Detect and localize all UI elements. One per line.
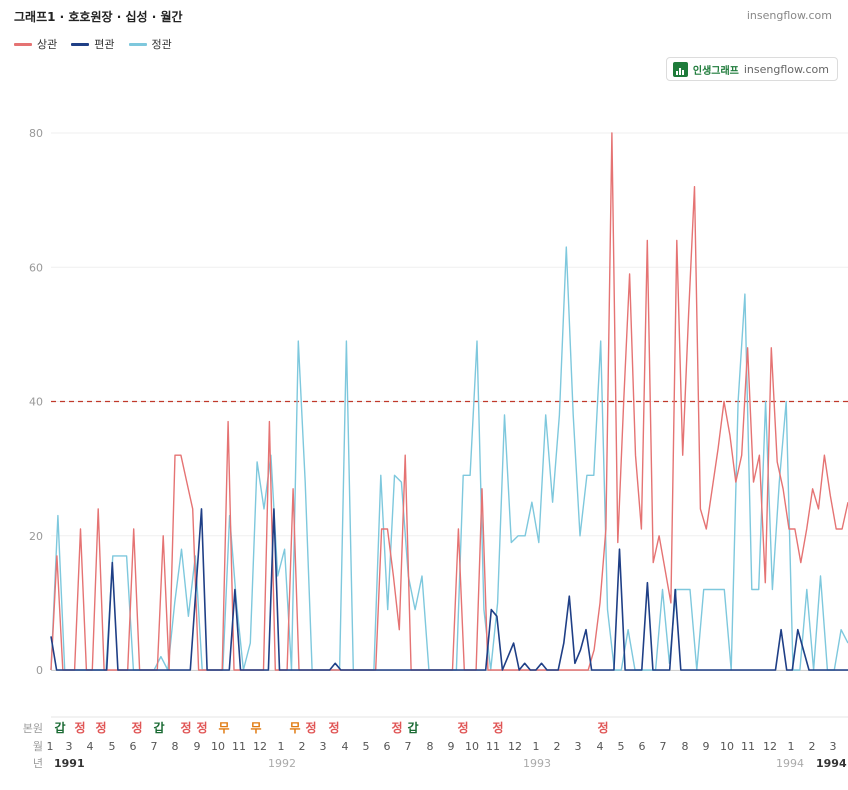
series-lines — [50, 132, 848, 671]
marker-label: 정 — [597, 720, 608, 735]
month-tick-label: 2 — [809, 740, 816, 753]
month-tick-label: 10 — [465, 740, 479, 753]
axis-row-label: 년 — [33, 757, 43, 770]
month-tick-label: 1 — [47, 740, 54, 753]
month-tick-label: 11 — [232, 740, 246, 753]
legend-item-sang[interactable]: 상관 — [14, 36, 57, 52]
y-tick-label: 20 — [29, 530, 43, 543]
month-tick-label: 4 — [87, 740, 94, 753]
y-tick-label: 40 — [29, 396, 43, 409]
marker-label: 정 — [196, 720, 207, 735]
marker-label: 갑 — [407, 721, 418, 735]
marker-label: 정 — [180, 720, 191, 735]
series-line-pyeon — [50, 508, 848, 671]
legend-label-sang: 상관 — [37, 38, 58, 51]
marker-label: 정 — [305, 720, 316, 735]
brand-badge[interactable]: 인생그래프 insengflow.com — [665, 57, 838, 81]
month-tick-label: 1 — [788, 740, 795, 753]
month-tick-label: 6 — [130, 740, 137, 753]
y-tick-label: 60 — [29, 261, 43, 274]
month-tick-label: 12 — [763, 740, 777, 753]
marker-label: 정 — [131, 720, 142, 735]
month-tick-label: 10 — [720, 740, 734, 753]
month-tick-label: 12 — [508, 740, 522, 753]
year-tick-label: 1991 — [54, 757, 85, 770]
legend-swatch-pyeon — [71, 42, 90, 46]
month-tick-label: 11 — [486, 740, 500, 753]
marker-label: 정 — [492, 720, 503, 735]
month-tick-label: 10 — [211, 740, 225, 753]
y-tick-label: 0 — [36, 664, 43, 677]
month-tick-label: 9 — [194, 740, 201, 753]
year-tick-label: 1994 — [816, 757, 847, 770]
y-tick-label: 80 — [29, 127, 43, 140]
month-tick-label: 7 — [405, 740, 412, 753]
month-tick-label: 3 — [320, 740, 327, 753]
month-tick-label: 1 — [533, 740, 540, 753]
year-tick-label: 1994 — [776, 757, 804, 770]
axis-row-label: 월 — [33, 740, 43, 753]
month-tick-label: 11 — [741, 740, 755, 753]
month-tick-label: 8 — [172, 740, 179, 753]
month-tick-label: 3 — [830, 740, 837, 753]
marker-label: 정 — [391, 720, 402, 735]
month-tick-label: 5 — [618, 740, 625, 753]
brand-name: 인생그래프 — [692, 65, 739, 77]
marker-label: 무 — [289, 721, 300, 735]
month-tick-label: 5 — [363, 740, 370, 753]
month-tick-label: 3 — [66, 740, 73, 753]
axis-row-label: 본원 — [23, 722, 43, 735]
marker-label: 정 — [457, 720, 468, 735]
site-link[interactable]: insengflow.com — [746, 9, 832, 22]
year-tick-label: 1992 — [268, 757, 296, 770]
month-tick-label: 2 — [554, 740, 561, 753]
year-tick-label: 1993 — [523, 757, 551, 770]
month-tick-label: 3 — [575, 740, 582, 753]
marker-label: 갑 — [153, 721, 164, 735]
month-tick-label: 9 — [703, 740, 710, 753]
legend-label-pyeon: 편관 — [94, 38, 115, 51]
legend-item-jeong[interactable]: 정관 — [128, 36, 172, 52]
chart-title: 그래프1 · 호호원장 · 십성 · 월간 — [14, 10, 183, 24]
month-tick-label: 5 — [109, 740, 116, 753]
y-axis-ticks: 0 20 40 60 80 — [29, 127, 43, 677]
month-tick-label: 7 — [660, 740, 667, 753]
month-tick-label: 9 — [448, 740, 455, 753]
legend-swatch-jeong — [128, 42, 147, 46]
month-tick-label: 8 — [682, 740, 689, 753]
brand-site: insengflow.com — [743, 62, 829, 76]
month-tick-label: 6 — [639, 740, 646, 753]
chart-logo-icon — [672, 61, 688, 77]
marker-label: 갑 — [54, 721, 65, 735]
legend: 상관 편관 정관 — [14, 36, 172, 52]
month-tick-label: 6 — [384, 740, 391, 753]
legend-swatch-sang — [14, 42, 32, 46]
marker-label: 정 — [328, 720, 339, 735]
month-tick-label: 4 — [342, 740, 349, 753]
marker-label: 정 — [95, 720, 106, 735]
month-tick-label: 12 — [253, 740, 267, 753]
month-tick-label: 2 — [299, 740, 306, 753]
legend-label-jeong: 정관 — [151, 38, 172, 51]
month-tick-label: 1 — [278, 740, 285, 753]
marker-label: 무 — [218, 721, 229, 735]
month-tick-label: 8 — [427, 740, 434, 753]
marker-label: 정 — [74, 720, 85, 735]
month-tick-label: 4 — [597, 740, 604, 753]
marker-label: 무 — [250, 721, 261, 735]
month-tick-label: 7 — [151, 740, 158, 753]
legend-item-pyeon[interactable]: 편관 — [71, 36, 115, 52]
